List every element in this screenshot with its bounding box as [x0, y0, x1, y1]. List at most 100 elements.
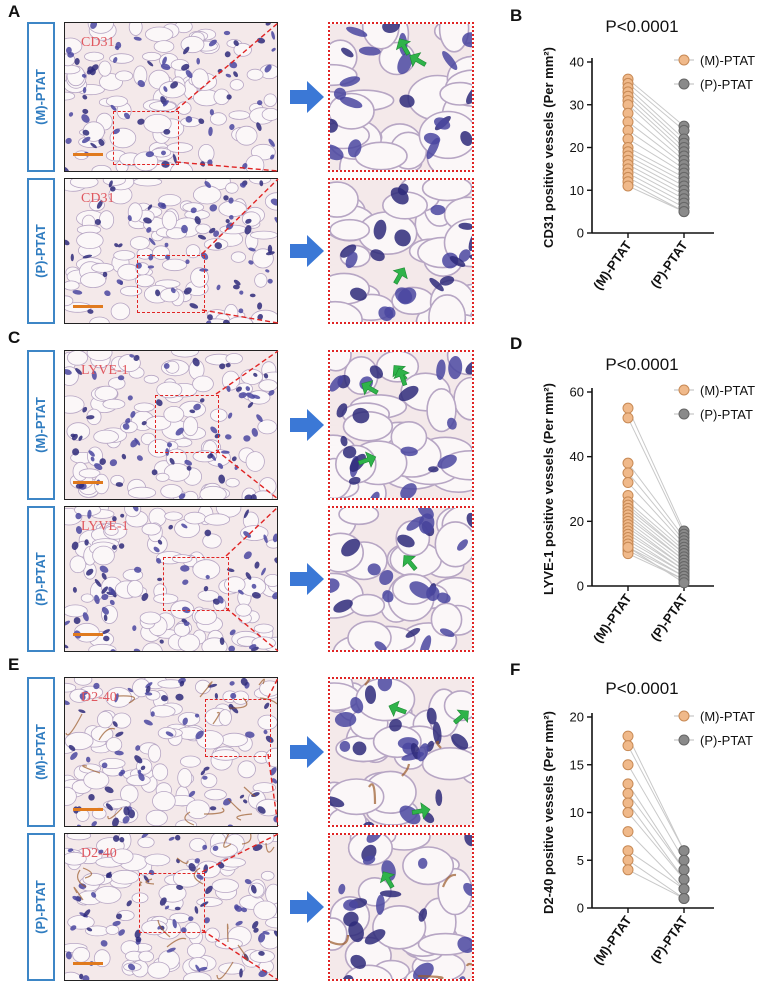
pair-line	[627, 793, 685, 871]
y-tick-label: 40	[570, 449, 584, 464]
legend-label: (P)-PTAT	[700, 733, 753, 748]
pair-line	[627, 147, 685, 178]
data-point-m-ptat	[622, 854, 634, 866]
group-label-box: (M)-PTAT	[27, 22, 55, 172]
y-tick-label: 30	[570, 97, 584, 112]
panel-letter-e: E	[8, 655, 20, 674]
data-point-p-ptat	[678, 577, 690, 589]
data-point-p-ptat	[678, 206, 690, 218]
green-arrow-icon	[354, 374, 384, 404]
green-arrow-icon	[402, 46, 432, 76]
pair-line	[627, 151, 685, 183]
y-axis-label: D2-40 positive vessels (Per mm²)	[541, 711, 556, 914]
pair-line	[627, 112, 685, 161]
pair-line	[627, 462, 685, 538]
stain-label: LYVE-1	[81, 519, 129, 534]
data-point-m-ptat	[622, 864, 634, 876]
blue-arrow-icon	[290, 563, 324, 600]
y-tick-label: 20	[570, 140, 584, 155]
y-tick-label: 10	[570, 183, 584, 198]
chart-title: P<0.0001	[605, 355, 678, 374]
data-point-m-ptat	[622, 541, 634, 553]
y-axis-label: CD31 positive vessels (Per mm²)	[541, 47, 556, 248]
pair-line	[627, 121, 685, 165]
x-tick-label: (M)-PTAT	[590, 913, 634, 967]
scale-bar	[73, 481, 103, 484]
pair-line	[627, 859, 685, 899]
pair-line	[627, 407, 685, 532]
pair-line	[627, 508, 685, 555]
region-of-interest-box	[137, 255, 205, 313]
data-point-m-ptat	[622, 180, 634, 192]
pair-line	[627, 185, 685, 213]
pair-line	[627, 802, 685, 880]
micrograph-zoom	[328, 22, 474, 172]
y-tick-label: 5	[577, 853, 584, 868]
blue-arrow-icon	[290, 235, 324, 272]
stain-label: D2-40	[81, 690, 117, 705]
y-tick-label: 20	[570, 710, 584, 725]
y-tick-label: 40	[570, 55, 584, 70]
legend-marker	[678, 734, 690, 746]
data-point-m-ptat	[622, 807, 634, 818]
data-point-m-ptat	[622, 402, 634, 414]
pair-line	[627, 735, 685, 851]
pair-line	[627, 745, 685, 851]
chart-b: P<0.0001 0 10 20 30 40 (M)-PTAT (P)-PTAT CD31 po…	[541, 17, 755, 292]
stain-label: CD31	[81, 191, 115, 206]
scale-bar	[73, 153, 103, 156]
data-point-m-ptat	[622, 778, 634, 790]
data-point-m-ptat	[622, 730, 634, 742]
pair-line	[627, 511, 685, 558]
data-point-m-ptat	[622, 845, 634, 857]
green-arrow-icon	[387, 363, 415, 391]
chart-f: P<0.0001 0 5 10 15 20 (M)-PTAT (P)-PTAT D2-40 po…	[541, 679, 755, 967]
legend-label: (M)-PTAT	[700, 383, 755, 398]
pair-line	[627, 495, 685, 548]
chart-title: P<0.0001	[605, 679, 678, 698]
blue-arrow-icon	[290, 736, 324, 773]
x-tick-label: (P)-PTAT	[647, 238, 690, 291]
panel-letter-b: B	[510, 6, 523, 25]
stain-label: CD31	[81, 35, 115, 50]
panel-letter-c: C	[8, 328, 21, 347]
scale-bar	[73, 633, 103, 636]
region-of-interest-box	[139, 873, 205, 933]
group-label-box: (M)-PTAT	[27, 350, 55, 500]
y-tick-label: 60	[570, 385, 584, 400]
pair-line	[627, 546, 685, 584]
legend-marker	[678, 78, 690, 90]
pair-line	[627, 417, 685, 535]
pair-line	[627, 87, 685, 140]
group-label-box: (M)-PTAT	[27, 677, 55, 827]
data-point-m-ptat	[622, 826, 634, 838]
chart-d: P<0.0001 0 20 40 60 (M)-PTAT (P)-PTAT LYVE-1 po…	[541, 355, 755, 645]
chart-title: P<0.0001	[605, 17, 678, 36]
y-tick-label: 0	[577, 226, 584, 241]
data-point-m-ptat	[622, 457, 634, 469]
pair-line	[627, 527, 685, 568]
data-point-m-ptat	[622, 740, 634, 752]
data-point-p-ptat	[678, 864, 690, 876]
micrograph-overview: D2-40	[64, 677, 278, 827]
scale-bar	[73, 808, 103, 811]
pair-line	[627, 520, 685, 564]
blue-arrow-icon	[290, 81, 324, 118]
green-arrow-icon	[353, 445, 381, 473]
region-of-interest-box	[113, 111, 179, 165]
legend-label: (M)-PTAT	[700, 709, 755, 724]
pair-line	[627, 850, 685, 890]
legend-label: (P)-PTAT	[700, 407, 753, 422]
stain-label: LYVE-1	[81, 363, 129, 378]
pair-line	[627, 533, 685, 571]
data-point-p-ptat	[678, 845, 690, 857]
pair-line	[627, 869, 685, 899]
pair-line	[627, 553, 685, 580]
legend-marker	[678, 710, 690, 722]
stain-label: D2-40	[81, 846, 117, 861]
pair-line	[627, 159, 685, 191]
data-point-p-ptat	[678, 892, 690, 904]
data-point-m-ptat	[622, 467, 634, 479]
legend-label: (P)-PTAT	[700, 77, 753, 92]
green-arrow-icon	[446, 701, 472, 732]
